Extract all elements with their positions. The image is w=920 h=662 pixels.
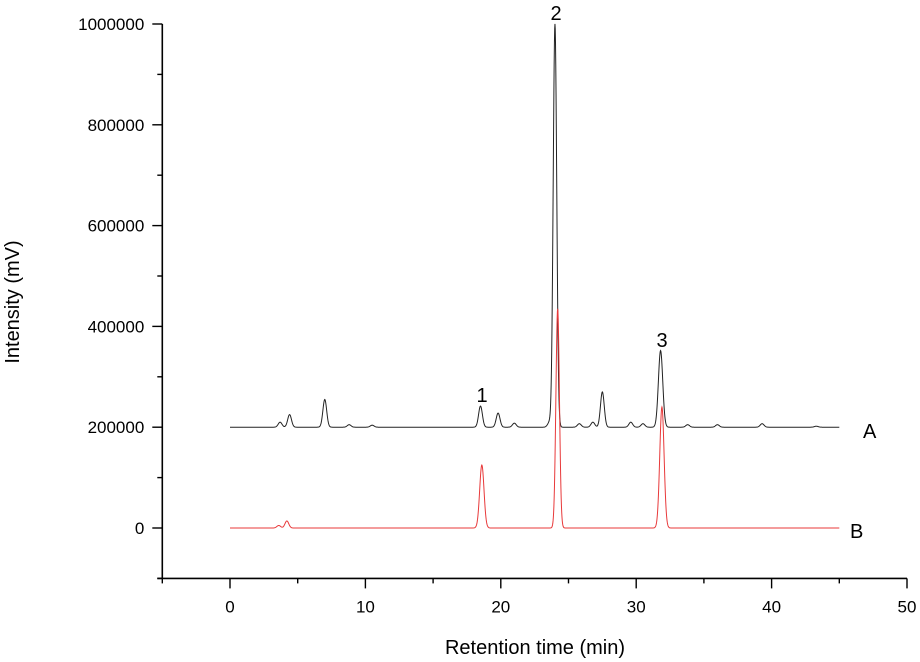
trace-b bbox=[230, 308, 840, 529]
peak-label-3: 3 bbox=[656, 330, 667, 352]
y-tick-label: 1000000 bbox=[78, 15, 144, 34]
traces bbox=[230, 23, 840, 529]
peak-label-1: 1 bbox=[476, 385, 487, 407]
trace-label-b: B bbox=[850, 521, 863, 543]
x-tick-label: 0 bbox=[225, 597, 234, 616]
x-tick-label: 50 bbox=[898, 597, 917, 616]
axes: 0 200000 400000 600000 800000 1000000 0 10 20 30 4… bbox=[78, 15, 916, 616]
y-tick-label: 200000 bbox=[88, 418, 145, 437]
y-tick-label: 400000 bbox=[88, 317, 145, 336]
y-tick-label: 800000 bbox=[88, 116, 145, 135]
y-axis-title: Intensity (mV) bbox=[2, 240, 24, 363]
trace-label-a: A bbox=[863, 421, 877, 443]
peak-label-2: 2 bbox=[550, 3, 561, 25]
x-tick-label: 40 bbox=[762, 597, 781, 616]
x-tick-label: 20 bbox=[491, 597, 510, 616]
trace-a bbox=[230, 23, 840, 428]
y-tick-label: 0 bbox=[135, 519, 144, 538]
y-tick-label: 600000 bbox=[88, 217, 145, 236]
x-axis-title: Retention time (min) bbox=[445, 637, 625, 659]
x-tick-label: 10 bbox=[356, 597, 375, 616]
x-tick-label: 30 bbox=[627, 597, 646, 616]
